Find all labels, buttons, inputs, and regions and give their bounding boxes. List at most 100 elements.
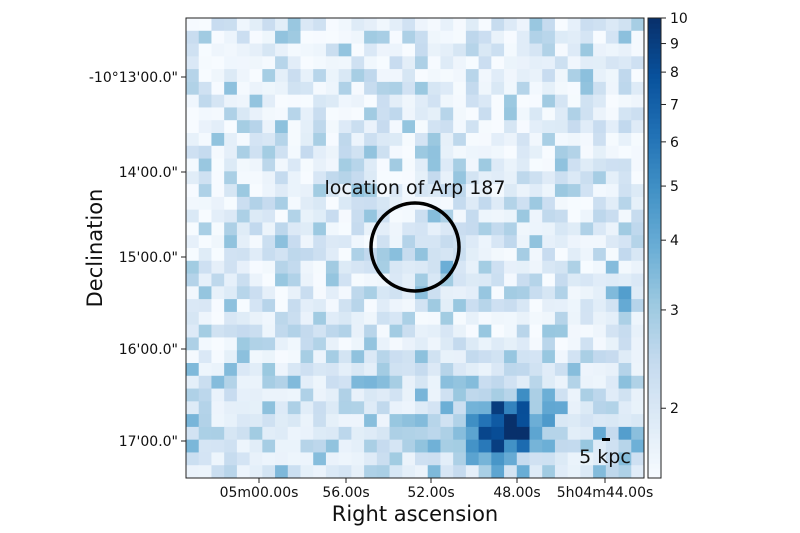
heatmap-pixel bbox=[300, 196, 314, 211]
heatmap-pixel bbox=[415, 43, 429, 57]
heatmap-pixel bbox=[491, 299, 505, 313]
heatmap-pixel bbox=[300, 452, 314, 466]
heatmap-pixel bbox=[618, 235, 632, 249]
heatmap-pixel bbox=[262, 401, 276, 415]
heatmap-pixel bbox=[453, 337, 467, 351]
heatmap-pixel bbox=[504, 375, 518, 390]
heatmap-pixel bbox=[224, 375, 238, 390]
heatmap-pixel bbox=[364, 401, 378, 415]
heatmap-pixel bbox=[427, 69, 441, 83]
heatmap-pixel bbox=[376, 196, 391, 211]
heatmap-pixel bbox=[580, 171, 594, 185]
heatmap-pixel bbox=[580, 299, 594, 313]
heatmap-pixel bbox=[389, 158, 403, 172]
heatmap-pixel bbox=[351, 414, 365, 428]
heatmap-pixel bbox=[211, 158, 225, 172]
colorbar-segment bbox=[648, 208, 661, 214]
heatmap-pixel bbox=[338, 69, 352, 83]
heatmap-pixel bbox=[618, 30, 632, 45]
heatmap-pixel bbox=[478, 145, 492, 160]
heatmap-pixel bbox=[453, 363, 467, 377]
x-tick-label: 48.00s bbox=[493, 485, 540, 501]
heatmap-pixel bbox=[605, 43, 620, 57]
heatmap-pixel bbox=[415, 69, 429, 83]
heatmap-pixel bbox=[631, 209, 645, 223]
heatmap-pixel bbox=[211, 426, 225, 441]
heatmap-pixel bbox=[580, 337, 594, 351]
heatmap-pixel bbox=[478, 107, 492, 121]
heatmap-pixel bbox=[542, 337, 556, 351]
heatmap-pixel bbox=[618, 426, 632, 441]
heatmap-pixel bbox=[415, 235, 429, 249]
heatmap-pixel bbox=[554, 375, 569, 390]
heatmap-pixel bbox=[376, 171, 391, 185]
heatmap-pixel bbox=[516, 94, 530, 108]
heatmap-pixel bbox=[465, 311, 480, 326]
heatmap-pixel bbox=[491, 145, 505, 160]
heatmap-pixel bbox=[491, 171, 505, 185]
heatmap-pixel bbox=[325, 465, 340, 479]
heatmap-pixel bbox=[211, 337, 225, 351]
heatmap-pixel bbox=[287, 18, 301, 32]
heatmap-pixel bbox=[236, 145, 251, 160]
heatmap-pixel bbox=[427, 81, 441, 96]
heatmap-pixel bbox=[389, 145, 403, 160]
heatmap-pixel bbox=[554, 286, 569, 300]
heatmap-pixel bbox=[262, 133, 276, 147]
heatmap-pixel bbox=[389, 43, 403, 57]
colorbar-segment bbox=[648, 48, 661, 54]
heatmap-pixel bbox=[275, 414, 289, 428]
heatmap-pixel bbox=[567, 350, 581, 364]
heatmap-pixel bbox=[465, 375, 480, 390]
heatmap-pixel bbox=[287, 171, 301, 185]
heatmap-pixel bbox=[491, 273, 505, 287]
heatmap-pixel bbox=[465, 452, 480, 466]
heatmap-pixel bbox=[465, 158, 480, 172]
heatmap-pixel bbox=[529, 222, 543, 236]
heatmap-pixel bbox=[364, 363, 378, 377]
heatmap-pixel bbox=[542, 248, 556, 262]
heatmap-pixel bbox=[504, 171, 518, 185]
heatmap-pixel bbox=[440, 18, 454, 32]
heatmap-pixel bbox=[313, 452, 327, 466]
heatmap-pixel bbox=[465, 363, 480, 377]
colorbar-segment bbox=[648, 78, 661, 84]
colorbar-segment bbox=[648, 318, 661, 324]
heatmap-pixel bbox=[338, 222, 352, 236]
heatmap-pixel bbox=[262, 439, 276, 453]
heatmap-pixel bbox=[224, 273, 238, 287]
heatmap-pixel bbox=[631, 196, 645, 211]
heatmap-pixel bbox=[236, 324, 251, 338]
colorbar-segment bbox=[648, 438, 661, 444]
heatmap-pixel bbox=[186, 158, 200, 172]
heatmap-pixel bbox=[516, 133, 530, 147]
heatmap-pixel bbox=[275, 43, 289, 57]
heatmap-pixel bbox=[186, 145, 200, 160]
heatmap-pixel bbox=[338, 158, 352, 172]
heatmap-pixel bbox=[376, 426, 391, 441]
heatmap-pixel bbox=[478, 56, 492, 70]
heatmap-pixel bbox=[313, 401, 327, 415]
heatmap-pixel bbox=[554, 184, 569, 198]
heatmap-pixel bbox=[224, 465, 238, 479]
heatmap-pixel bbox=[593, 439, 607, 453]
heatmap-pixel bbox=[529, 171, 543, 185]
heatmap-pixel bbox=[389, 235, 403, 249]
heatmap-pixel bbox=[364, 145, 378, 160]
heatmap-pixel bbox=[262, 363, 276, 377]
heatmap-pixel bbox=[478, 324, 492, 338]
heatmap-pixel bbox=[325, 299, 340, 313]
heatmap-pixel bbox=[580, 222, 594, 236]
heatmap-pixel bbox=[440, 439, 454, 453]
heatmap-pixel bbox=[224, 107, 238, 121]
heatmap-pixel bbox=[351, 235, 365, 249]
heatmap-pixel bbox=[542, 260, 556, 275]
heatmap-pixel bbox=[376, 30, 391, 45]
heatmap-pixel bbox=[364, 286, 378, 300]
heatmap-pixel bbox=[618, 299, 632, 313]
heatmap-pixel bbox=[249, 120, 263, 134]
heatmap-pixel bbox=[440, 145, 454, 160]
heatmap-pixel bbox=[593, 299, 607, 313]
heatmap-pixel bbox=[567, 235, 581, 249]
heatmap-pixel bbox=[325, 145, 340, 160]
